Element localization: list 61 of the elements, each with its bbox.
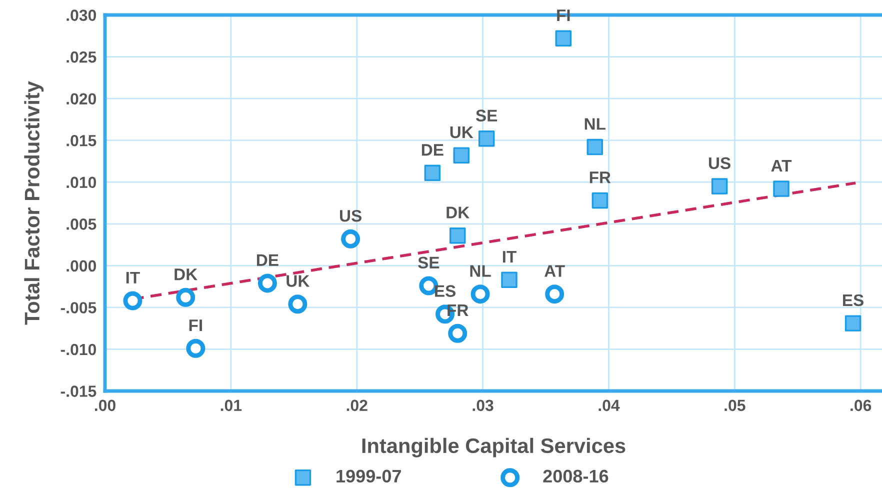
- point: [592, 192, 608, 209]
- y-tick-label: .020: [66, 93, 96, 104]
- point: [123, 291, 142, 310]
- y-tick-label: .010: [66, 176, 96, 188]
- point: [478, 130, 495, 147]
- annotation: US: [340, 210, 362, 222]
- point: [449, 227, 466, 244]
- point: [341, 229, 360, 248]
- point: [288, 294, 308, 314]
- point: [586, 138, 603, 156]
- annotation: DE: [422, 144, 444, 156]
- annotation: IT: [126, 272, 140, 284]
- point: [258, 274, 277, 293]
- point: [545, 284, 564, 304]
- annotation: ES: [435, 285, 456, 297]
- point: [773, 180, 790, 197]
- y-tick-label: .025: [66, 51, 96, 63]
- x-tick-label: .02: [346, 400, 368, 412]
- annotation: FR: [590, 172, 611, 184]
- y-tick-label: .005: [66, 218, 96, 230]
- point: [844, 315, 862, 332]
- point: [176, 288, 196, 307]
- annotation: NL: [470, 265, 491, 277]
- point: [424, 164, 441, 182]
- point: [501, 272, 518, 288]
- y-tick-label: -.010: [60, 344, 96, 356]
- x-tick-label: .01: [220, 400, 242, 412]
- y-tick-label: .000: [66, 260, 96, 272]
- annotation: AT: [544, 265, 565, 277]
- x-tick-label: .03: [472, 400, 494, 412]
- x-tick-label: .06: [850, 400, 872, 412]
- x-tick-label: .04: [598, 400, 620, 412]
- y-tick-label: -.015: [60, 386, 96, 397]
- annotation: NL: [584, 118, 606, 130]
- annotation: US: [708, 157, 730, 170]
- y-tick-label: .030: [66, 10, 96, 21]
- y-tick-label: .015: [66, 134, 96, 146]
- point: [555, 30, 572, 47]
- x-tick-label: .05: [724, 400, 746, 412]
- point: [470, 284, 490, 304]
- point: [186, 338, 206, 358]
- y-tick-label: -.005: [60, 302, 96, 314]
- annotation: ES: [843, 294, 864, 306]
- annotation: UK: [286, 275, 310, 287]
- annotation: FI: [189, 320, 202, 332]
- legend-label: 2008-16: [543, 470, 608, 483]
- annotation: AT: [771, 160, 792, 172]
- point: [453, 147, 470, 164]
- annotation: UK: [450, 126, 474, 138]
- legend-label: 1999-07: [336, 470, 401, 483]
- annotation: DK: [446, 206, 470, 218]
- annotation: DK: [174, 268, 198, 280]
- point: [448, 324, 468, 343]
- point: [711, 178, 728, 194]
- annotation: DE: [256, 254, 278, 266]
- x-axis-title: Intangible Capital Services: [362, 438, 626, 458]
- annotation: SE: [418, 256, 440, 269]
- annotation: SE: [476, 110, 498, 122]
- annotation: IT: [502, 251, 516, 263]
- y-axis-title: Total Factor Productivity: [24, 81, 44, 325]
- x-tick-label: .00: [94, 400, 116, 412]
